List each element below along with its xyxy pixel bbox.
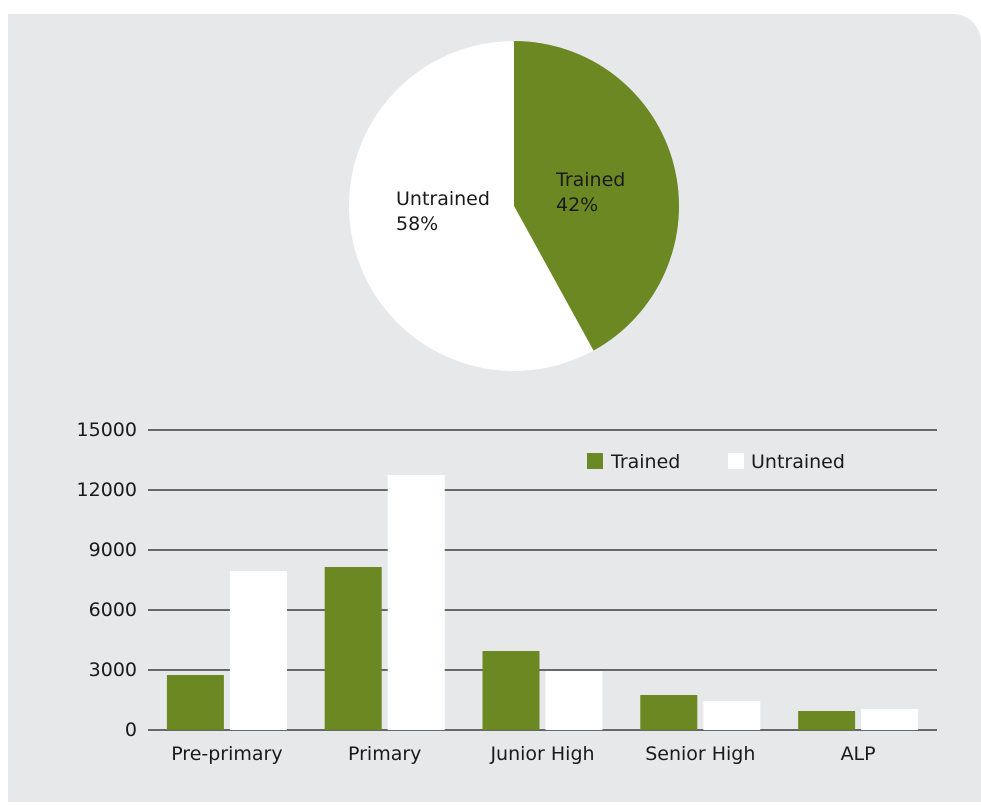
bar-trained-pre-primary [166, 675, 224, 730]
bar-trained-senior-high [640, 695, 698, 730]
legend-label-trained: Trained [610, 451, 680, 473]
pie-slice-untrained [349, 41, 594, 371]
legend: Trained Untrained [587, 451, 845, 473]
pie-label-untrained-name: Untrained [396, 188, 490, 210]
bar-untrained-junior-high [545, 671, 603, 730]
x-tick-label: Pre-primary [171, 743, 282, 765]
bar-untrained-senior-high [703, 701, 761, 730]
bar-untrained-alp [861, 709, 919, 730]
y-tick-label: 6000 [89, 599, 137, 621]
y-tick-label: 15000 [77, 419, 137, 441]
y-tick-label: 3000 [89, 659, 137, 681]
y-tick-label: 9000 [89, 539, 137, 561]
bar-untrained-pre-primary [229, 571, 287, 730]
pie-slice-trained [514, 41, 679, 351]
pie-chart [349, 41, 679, 371]
legend-swatch-trained [587, 453, 603, 469]
pie-label-untrained: Untrained [396, 188, 490, 210]
pie-value-trained: 42% [556, 194, 598, 216]
pie-label-trained: Trained [555, 169, 625, 191]
pie-value-untrained-text: 58% [396, 213, 438, 235]
x-tick-label: Primary [348, 743, 421, 765]
pie-value-untrained: 58% [396, 213, 438, 235]
bar-trained-alp [798, 711, 856, 730]
legend-label-untrained: Untrained [751, 451, 845, 473]
bar-untrained-primary [387, 475, 445, 730]
x-tick-label: ALP [841, 743, 876, 765]
bar-chart: 0 3000 6000 9000 12000 15000 Pre-primary Primar… [77, 419, 937, 765]
bar-trained-junior-high [482, 651, 540, 730]
bar-trained-primary [324, 567, 382, 730]
pie-value-trained-text: 42% [556, 194, 598, 216]
y-tick-label: 12000 [77, 479, 137, 501]
x-tick-label: Junior High [489, 743, 594, 765]
legend-swatch-untrained [728, 453, 744, 469]
pie-label-trained-name: Trained [555, 169, 625, 191]
x-tick-label: Senior High [645, 743, 755, 765]
y-tick-label: 0 [125, 719, 137, 741]
